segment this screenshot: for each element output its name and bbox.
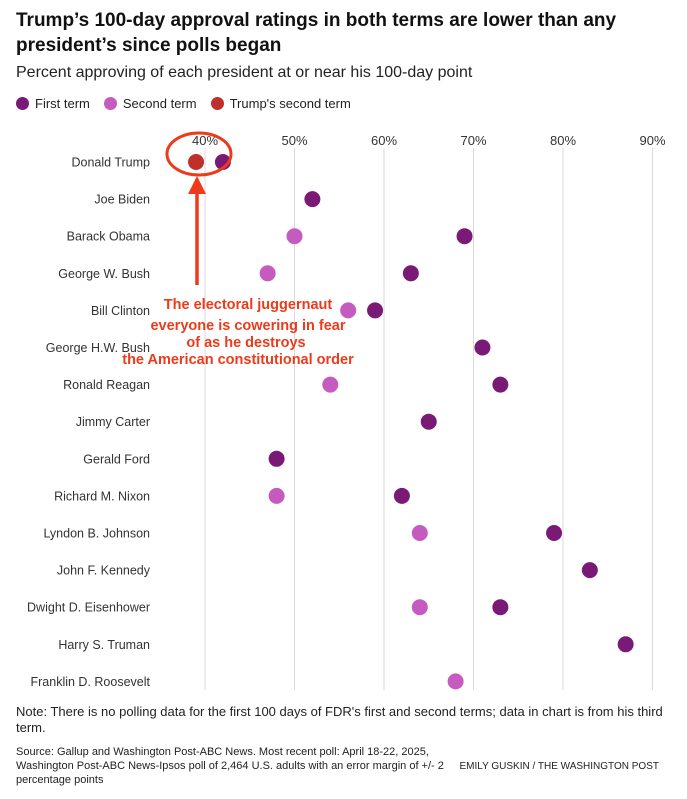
row-label: Jimmy Carter [76, 415, 150, 429]
x-tick-label: 50% [281, 133, 307, 148]
row-label: Joe Biden [94, 193, 150, 207]
point-first-term [367, 302, 384, 319]
point-first-term [546, 525, 563, 541]
legend-label-trump-second-term: Trump's second term [229, 96, 351, 111]
x-axis-ticks: 40% 50% 60% 70% 80% 90% [192, 133, 666, 148]
annotation-line: everyone is cowering in fear [150, 318, 345, 334]
point-first-term [402, 265, 419, 282]
point-second-term [340, 302, 357, 319]
chart-note: Note: There is no polling data for the f… [16, 704, 663, 735]
point-first-term [492, 599, 509, 616]
point-first-term [617, 636, 634, 653]
point-second-term [268, 487, 285, 504]
point-trump-second-term [188, 154, 205, 170]
x-tick-label: 40% [192, 133, 218, 148]
legend-label-second-term: Second term [122, 96, 197, 111]
annotation: The electoral juggernaut everyone is cowe… [122, 131, 354, 368]
row-label: Lyndon B. Johnson [43, 527, 150, 541]
legend-swatch-second-term [103, 97, 117, 110]
chart-source: Source: Gallup and Washington Post-ABC N… [16, 746, 444, 786]
point-second-term [411, 599, 428, 616]
point-second-term [447, 673, 464, 690]
row-label: George H.W. Bush [46, 341, 150, 355]
x-tick-label: 80% [550, 133, 576, 148]
chart-title: Trump’s 100-day approval ratings in both… [16, 10, 617, 56]
x-tick-label: 90% [639, 133, 665, 148]
point-first-term [420, 413, 437, 430]
row-label: Ronald Reagan [63, 378, 150, 392]
row-label: Franklin D. Roosevelt [31, 675, 151, 689]
row-label: Dwight D. Eisenhower [27, 601, 150, 615]
x-tick-label: 70% [460, 133, 486, 148]
point-second-term [322, 376, 339, 393]
row-label: Richard M. Nixon [54, 489, 150, 503]
point-first-term [393, 487, 410, 504]
point-first-term [492, 376, 509, 393]
row-label: Donald Trump [71, 156, 150, 170]
chart-subtitle: Percent approving of each president at o… [16, 64, 473, 81]
point-first-term [581, 562, 598, 579]
point-first-term [304, 191, 321, 208]
legend-swatch-trump-second-term [210, 97, 224, 110]
legend-swatch-first-term [16, 97, 29, 110]
point-second-term [411, 525, 428, 541]
annotation-line: the American constitutional order [122, 352, 354, 368]
annotation-circle [165, 131, 233, 177]
point-second-term [259, 265, 276, 282]
row-label: Harry S. Truman [58, 638, 150, 652]
row-label: Barack Obama [67, 230, 150, 244]
point-first-term [268, 450, 285, 467]
point-second-term [286, 228, 303, 245]
point-first-term [474, 339, 491, 356]
row-label: Gerald Ford [83, 452, 150, 466]
annotation-text: The electoral juggernaut everyone is cowe… [122, 297, 354, 368]
row-labels: Donald Trump Joe Biden Barack Obama George … [27, 156, 151, 689]
legend-label-first-term: First term [35, 96, 90, 111]
row-label: George W. Bush [58, 267, 150, 281]
row-label: Bill Clinton [91, 304, 150, 318]
annotation-line: of as he destroys [186, 335, 305, 351]
x-tick-label: 60% [371, 133, 397, 148]
row-label: John F. Kennedy [57, 564, 151, 578]
dot-plot: 40% 50% 60% 70% 80% 90% Donald Trump Joe Biden… [27, 131, 666, 690]
data-points [188, 154, 634, 690]
legend: First term Second term Trump's second te… [16, 96, 351, 111]
annotation-arrow-head [188, 176, 206, 194]
point-first-term [456, 228, 473, 245]
annotation-line: The electoral juggernaut [164, 297, 333, 313]
legend-item-second-term: Second term [103, 96, 197, 111]
chart-credit: EMILY GUSKIN / THE WASHINGTON POST [459, 761, 659, 772]
legend-item-first-term: First term [16, 96, 90, 111]
legend-item-trump-second-term: Trump's second term [210, 96, 351, 111]
